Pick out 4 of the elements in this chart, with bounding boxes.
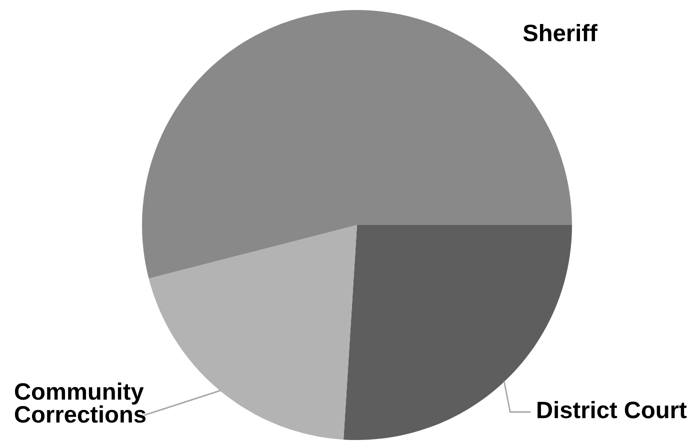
pie-slice bbox=[148, 225, 357, 440]
slice-label: District Court bbox=[538, 400, 687, 418]
slice-label: Community Corrections bbox=[14, 382, 146, 423]
slice-label: Sheriff bbox=[523, 24, 598, 42]
